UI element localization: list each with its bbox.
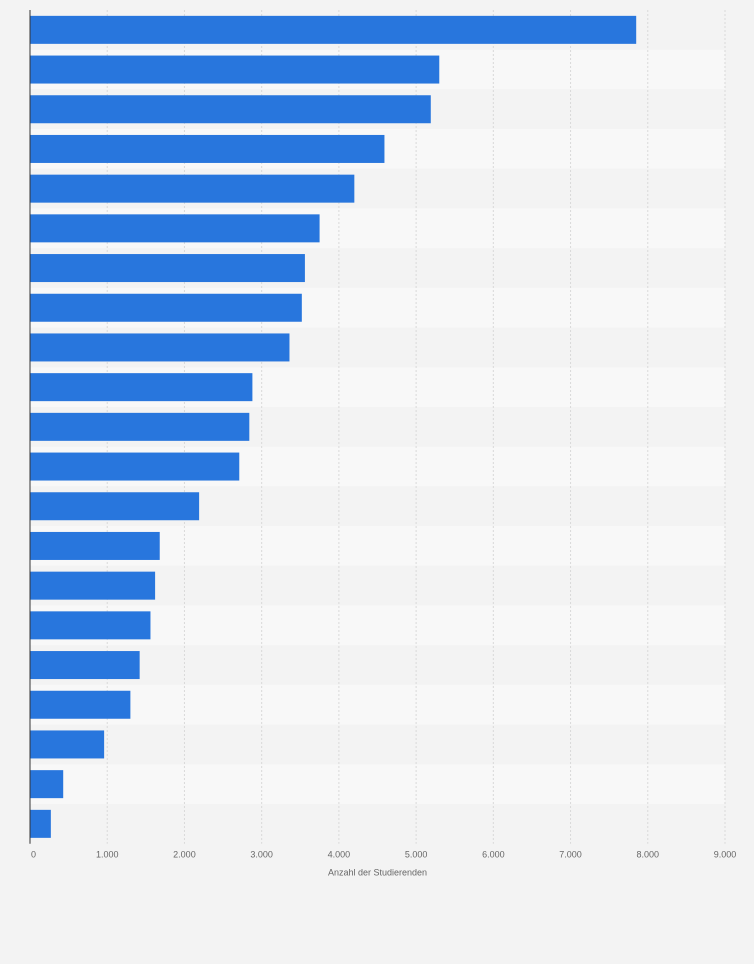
bar[interactable] [30,770,64,799]
bar[interactable] [30,531,160,560]
bar[interactable] [30,95,431,124]
bar[interactable] [30,611,151,640]
bar[interactable] [30,809,51,838]
bar[interactable] [30,333,290,362]
x-tick-label: 7.000 [559,850,582,860]
bar[interactable] [30,293,302,322]
bar[interactable] [30,690,131,719]
x-tick-label: 8.000 [637,850,660,860]
bar[interactable] [30,174,355,203]
bar[interactable] [30,134,385,163]
x-tick-label: 2.000 [173,850,196,860]
bars [30,15,637,838]
x-tick-label: 4.000 [328,850,351,860]
x-axis-title: Anzahl der Studierenden [328,868,427,878]
bar[interactable] [30,492,200,521]
bar[interactable] [30,730,105,759]
x-tick-label: 1.000 [96,850,119,860]
x-tick-label: 9.000 [714,850,737,860]
bar[interactable] [30,452,240,481]
bar[interactable] [30,651,140,680]
x-tick-label: 6.000 [482,850,505,860]
x-axis-ticks: 0 1.000 2.000 3.000 4.000 5.000 6.000 7.000 8.00… [31,850,736,860]
row-band [30,645,725,685]
bar[interactable] [30,214,320,243]
row-band [30,684,725,725]
row-band [30,804,725,844]
x-tick-label: 3.000 [250,850,273,860]
bar[interactable] [30,15,637,44]
x-tick-label: 0 [31,850,36,860]
row-band [30,724,725,765]
bar[interactable] [30,412,250,441]
bar[interactable] [30,571,156,600]
bar[interactable] [30,254,305,283]
bar[interactable] [30,55,440,84]
x-tick-label: 5.000 [405,850,428,860]
bar[interactable] [30,373,253,402]
row-band [30,764,725,804]
